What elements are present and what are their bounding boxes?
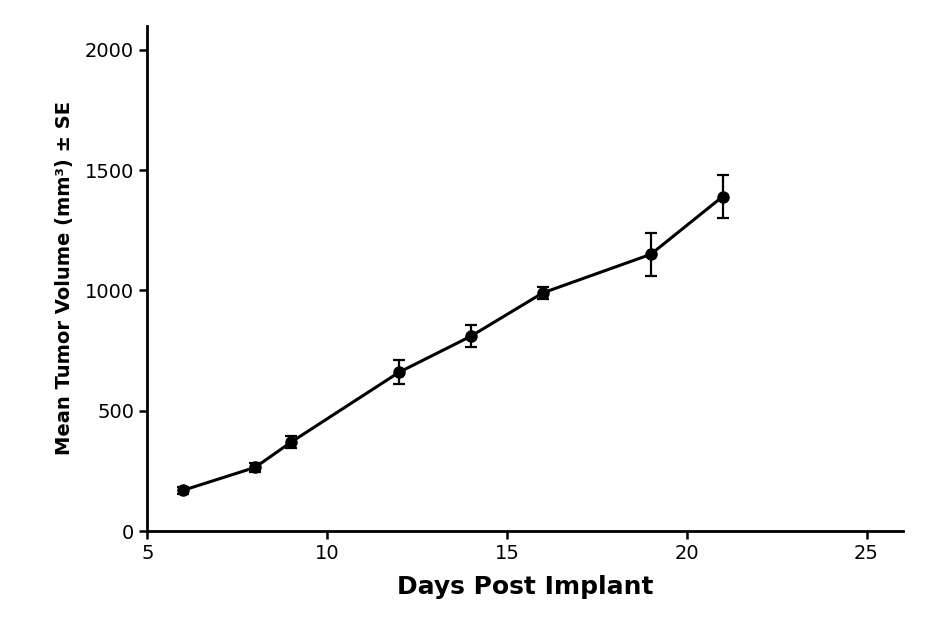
X-axis label: Days Post Implant: Days Post Implant: [397, 575, 654, 598]
Y-axis label: Mean Tumor Volume (mm³) ± SE: Mean Tumor Volume (mm³) ± SE: [54, 101, 73, 456]
